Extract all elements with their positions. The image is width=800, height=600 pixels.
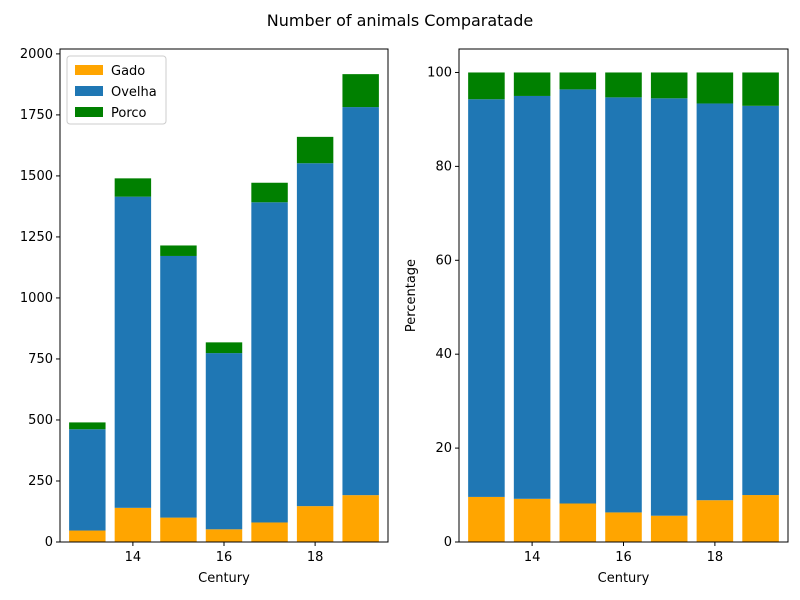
x-tick-label: 14: [125, 550, 142, 565]
y-tick-label: 1250: [20, 230, 53, 245]
legend-label-porco: Porco: [111, 106, 147, 121]
y-tick-label: 750: [28, 352, 53, 367]
y-tick-label: 100: [427, 65, 452, 80]
bar-ovelha-19: [742, 105, 779, 496]
legend-swatch-ovelha: [75, 86, 103, 96]
bar-ovelha-15: [559, 89, 597, 504]
x-tick-label: 16: [216, 550, 233, 565]
bar-porco-16: [205, 342, 243, 354]
bar-ovelha-17: [251, 202, 288, 523]
bar-gado-16: [605, 512, 642, 542]
y-tick-label: 2000: [20, 47, 53, 62]
bar-porco-15: [160, 245, 197, 256]
bar-porco-18: [296, 136, 334, 164]
right-chart-percentage: 0 20 40 60 80 100 14 16 18 Century Percentage: [404, 48, 789, 586]
bar-gado-15: [559, 503, 597, 542]
bar-ovelha-14: [114, 196, 152, 508]
bar-gado-14: [114, 507, 152, 542]
bar-porco-14: [513, 72, 551, 96]
y-tick-label: 1000: [20, 291, 53, 306]
bar-porco-16: [605, 72, 642, 98]
legend: Gado Ovelha Porco: [66, 55, 167, 125]
figure-title: Number of animals Comparatade: [267, 11, 533, 30]
bar-gado-17: [251, 522, 288, 542]
bar-ovelha-15: [160, 255, 197, 518]
bar-ovelha-16: [205, 353, 243, 530]
bar-gado-18: [696, 500, 734, 542]
x-tick-label: 16: [615, 550, 632, 565]
bar-gado-19: [742, 495, 779, 542]
bar-gado-18: [296, 506, 334, 542]
y-tick-label: 20: [435, 441, 452, 456]
x-axis-label: Century: [598, 571, 650, 586]
y-tick-label: 40: [435, 347, 452, 362]
bar-porco-18: [696, 72, 734, 104]
bar-gado-15: [160, 517, 197, 542]
legend-swatch-gado: [75, 65, 103, 75]
bar-porco-15: [559, 72, 597, 90]
bar-porco-19: [742, 72, 779, 106]
bar-gado-16: [205, 529, 243, 542]
bar-ovelha-19: [342, 107, 379, 496]
x-tick-label: 18: [307, 550, 324, 565]
bar-gado-13: [69, 530, 106, 542]
bar-ovelha-13: [468, 99, 505, 497]
y-tick-label: 250: [28, 474, 53, 489]
y-tick-label: 1500: [20, 169, 53, 184]
bar-gado-13: [468, 496, 505, 542]
bar-porco-13: [468, 72, 505, 100]
bar-porco-19: [342, 74, 379, 108]
x-tick-label: 18: [707, 550, 724, 565]
y-tick-label: 1750: [20, 108, 53, 123]
y-axis-label: Percentage: [404, 259, 419, 332]
y-tick-label: 0: [45, 535, 53, 550]
left-chart-absolute: 0 250 500 750 1000 1250 1500 1750 2000 14 16 18 Cent…: [20, 47, 389, 586]
bar-gado-19: [342, 495, 379, 542]
legend-label-gado: Gado: [111, 64, 145, 79]
y-tick-label: 60: [435, 253, 452, 268]
y-tick-label: 0: [444, 535, 452, 550]
bar-ovelha-18: [696, 103, 734, 501]
bar-porco-14: [114, 178, 152, 197]
x-tick-label: 14: [524, 550, 541, 565]
bar-ovelha-18: [296, 163, 334, 507]
y-tick-label: 500: [28, 413, 53, 428]
bar-ovelha-14: [513, 95, 551, 499]
legend-label-ovelha: Ovelha: [111, 85, 157, 100]
legend-swatch-porco: [75, 107, 103, 117]
x-axis-label: Century: [198, 571, 250, 586]
bar-gado-14: [513, 498, 551, 542]
bar-gado-17: [650, 515, 688, 542]
bar-ovelha-17: [650, 98, 688, 516]
bar-porco-13: [69, 422, 106, 430]
bar-ovelha-16: [605, 97, 642, 513]
bar-ovelha-13: [69, 429, 106, 531]
bar-porco-17: [251, 182, 288, 203]
y-tick-label: 80: [435, 159, 452, 174]
bar-porco-17: [650, 72, 688, 99]
